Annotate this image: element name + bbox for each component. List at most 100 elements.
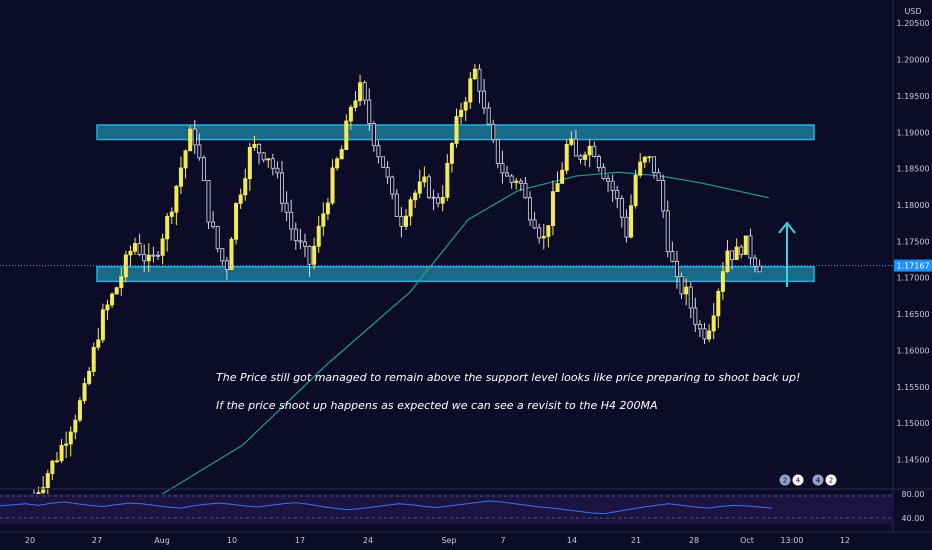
candle-body: [371, 123, 376, 147]
candle-body: [426, 176, 431, 198]
candle-body: [702, 328, 707, 340]
candle-body: [757, 265, 762, 273]
candle-body: [642, 156, 647, 163]
candle-body: [587, 145, 592, 156]
candle-body: [527, 197, 532, 221]
x-tick-label: 28: [689, 536, 699, 545]
candle-body: [385, 166, 390, 178]
candle-body: [491, 123, 496, 141]
candle-body: [252, 143, 257, 148]
candle-body: [523, 182, 528, 199]
candle-body: [674, 260, 679, 277]
candle-body: [684, 286, 689, 295]
candle-body: [665, 210, 670, 253]
candle-body: [436, 197, 441, 204]
x-tick-label: 13:00: [780, 536, 803, 545]
candle-body: [279, 172, 284, 204]
candle-body: [178, 167, 183, 187]
candle-body: [358, 82, 363, 102]
candle-body: [270, 158, 275, 169]
candle-body: [91, 346, 96, 372]
candle-body: [445, 162, 450, 198]
candle-body: [505, 172, 510, 177]
candle-body: [155, 254, 160, 257]
x-tick-label: 21: [631, 536, 641, 545]
candle-body: [50, 460, 55, 474]
candle-body: [335, 158, 340, 169]
candle-body: [390, 176, 395, 195]
candle-body: [463, 101, 468, 111]
candle-body: [275, 167, 280, 174]
indicator-badge: 4: [791, 473, 805, 487]
badge-circle: [824, 473, 838, 487]
candle-body: [688, 286, 693, 309]
candle-body: [610, 180, 615, 191]
x-tick-label: 27: [92, 536, 102, 545]
candle-body: [54, 460, 59, 463]
candle-body: [633, 174, 638, 207]
candle-body: [583, 154, 588, 160]
rsi-tick-40: 40.00: [902, 514, 925, 523]
candle-body: [509, 175, 514, 183]
candle-body: [312, 245, 317, 265]
x-tick-label: Aug: [154, 536, 170, 545]
candle-body: [321, 213, 326, 227]
currency-label: USD: [904, 7, 921, 16]
price-tick-label: 1.17500: [896, 237, 929, 246]
candle-body: [495, 139, 500, 164]
candle-body: [362, 82, 367, 101]
candle-body: [41, 487, 46, 493]
annotation-line-2: If the price shoot up happens as expecte…: [216, 399, 658, 412]
indicator-badge: 2: [824, 473, 838, 487]
candle-body: [550, 191, 555, 226]
candle-body: [174, 185, 179, 213]
candle-body: [234, 203, 239, 240]
price-tick-label: 1.16000: [896, 346, 929, 355]
candle-body: [578, 155, 583, 160]
candle-body: [238, 194, 243, 204]
candle-body: [560, 169, 565, 184]
rsi-band: [0, 494, 893, 524]
candle-body: [339, 149, 344, 160]
candle-body: [284, 202, 289, 213]
candle-body: [730, 250, 735, 261]
candle-body: [422, 176, 427, 183]
candle-body: [615, 190, 620, 200]
price-tick-label: 1.19000: [896, 128, 929, 137]
candle-body: [555, 182, 560, 193]
candle-body: [169, 211, 174, 217]
indicator-badge: 4: [811, 473, 825, 487]
candle-body: [408, 199, 413, 217]
candle-body: [293, 228, 298, 242]
candle-body: [725, 250, 730, 272]
candle-body: [188, 128, 193, 152]
x-tick-label: 24: [363, 536, 373, 545]
candle-body: [77, 400, 82, 421]
candle-body: [215, 226, 220, 250]
candle-body: [45, 473, 50, 488]
candle-body: [261, 152, 266, 161]
candle-body: [468, 78, 473, 103]
candle-body: [165, 216, 170, 240]
candle-body: [394, 193, 399, 217]
candle-body: [96, 339, 101, 348]
candle-body: [619, 198, 624, 218]
price-tick-label: 1.20500: [896, 19, 929, 28]
candle-body: [413, 192, 418, 201]
candle-body: [87, 371, 92, 384]
candle-body: [697, 324, 702, 330]
candle-body: [670, 251, 675, 262]
x-tick-label: 14: [567, 536, 577, 545]
candle-body: [546, 225, 551, 237]
candle-body: [367, 99, 372, 124]
candle-body: [133, 243, 138, 252]
candle-body: [183, 150, 188, 169]
candle-body: [417, 181, 422, 194]
candle-body: [486, 107, 491, 125]
candle-body: [142, 254, 147, 262]
candle-body: [211, 221, 216, 228]
candle-body: [656, 172, 661, 181]
